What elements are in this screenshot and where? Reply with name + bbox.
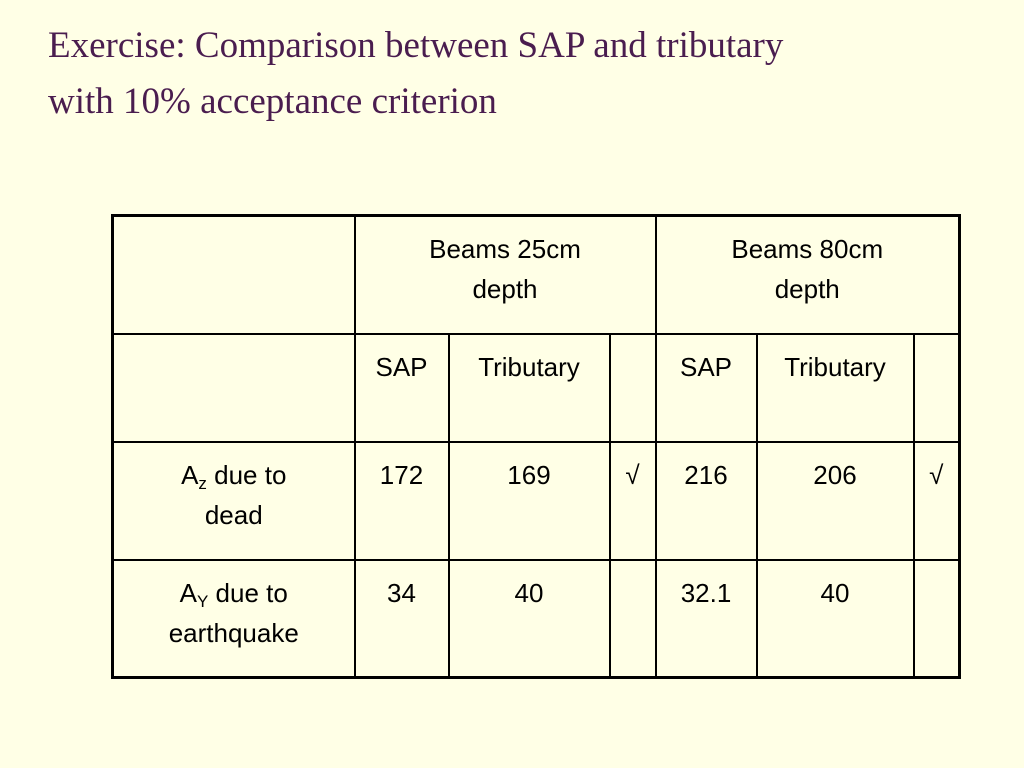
table-cell: 40: [755, 558, 915, 679]
subheader-cell: SAP: [654, 332, 758, 443]
check-mark-cell: √: [912, 440, 961, 561]
slide-title: Exercise: Comparison between SAP and tri…: [48, 18, 988, 130]
group-header-line-2: depth: [472, 274, 538, 304]
row-label-line-2: earthquake: [168, 617, 299, 648]
title-line-2: with 10% acceptance criterion: [48, 81, 497, 122]
row-label-line-2: dead: [204, 499, 263, 530]
row-label-symbol: A: [179, 577, 197, 608]
table-cell: 216: [654, 440, 758, 561]
table-cell: 206: [755, 440, 915, 561]
group-header-line-1: Beams 80cm: [731, 234, 884, 264]
row-label-text: due to: [208, 577, 288, 608]
subheader-cell: Tributary: [447, 332, 611, 443]
table-header-row: Beams 25cm depth Beams 80cm depth: [111, 214, 961, 335]
table-cell: 34: [353, 558, 450, 679]
check-mark-cell: √: [608, 440, 657, 561]
group-header-25cm: Beams 25cm depth: [353, 214, 657, 335]
check-mark-cell: [608, 558, 657, 679]
table-cell: 40: [447, 558, 611, 679]
row-label-symbol: A: [181, 459, 199, 490]
subheader-cell: SAP: [353, 332, 450, 443]
group-header-line-1: Beams 25cm: [429, 234, 581, 264]
subheader-cell: [608, 332, 657, 443]
row-label: Az due to dead: [111, 440, 356, 561]
subheader-cell: [912, 332, 961, 443]
row-label-line-1: Az due to: [120, 455, 348, 495]
comparison-table: Beams 25cm depth Beams 80cm depth SAP Tr…: [111, 214, 961, 679]
table-cell: 172: [353, 440, 450, 561]
check-mark-cell: [912, 558, 961, 679]
header-empty-cell: [111, 214, 356, 335]
table-row: Az due to dead 172 169 √ 216 206 √: [111, 440, 961, 561]
subheader-empty-cell: [111, 332, 356, 443]
row-label: AY due to earthquake: [111, 558, 356, 679]
group-header-line-2: depth: [774, 274, 840, 304]
title-line-1: Exercise: Comparison between SAP and tri…: [48, 25, 784, 66]
table-row: AY due to earthquake 34 40 32.1 40: [111, 558, 961, 679]
row-label-subscript: z: [198, 473, 207, 493]
row-label-subscript: Y: [196, 591, 209, 611]
table-subheader-row: SAP Tributary SAP Tributary: [111, 332, 961, 443]
group-header-80cm: Beams 80cm depth: [654, 214, 961, 335]
row-label-line-1: AY due to: [120, 573, 348, 613]
subheader-cell: Tributary: [755, 332, 915, 443]
row-label-text: due to: [206, 459, 287, 490]
table-cell: 32.1: [654, 558, 758, 679]
table-cell: 169: [447, 440, 611, 561]
